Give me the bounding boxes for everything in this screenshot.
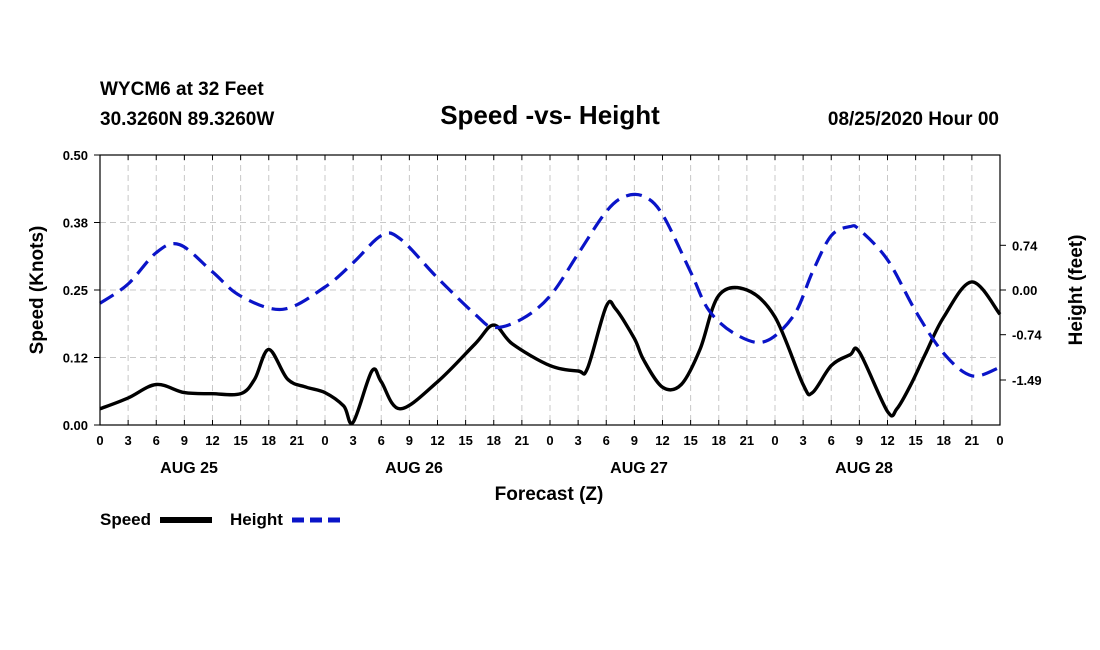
x-tick-label: 6 <box>153 433 160 448</box>
x-tick-label: 12 <box>430 433 444 448</box>
legend: Speed Height <box>100 510 342 529</box>
day-label: AUG 28 <box>835 460 893 477</box>
x-tick-label: 18 <box>262 433 276 448</box>
x-tick-label: 18 <box>937 433 951 448</box>
x-tick-label: 15 <box>908 433 922 448</box>
station-label: WYCM6 at 32 Feet <box>100 79 264 100</box>
x-tick-label: 15 <box>683 433 697 448</box>
y2-tick-label: 0.74 <box>1012 238 1038 253</box>
x-tick-label: 21 <box>515 433 529 448</box>
coords-label: 30.3260N 89.3260W <box>100 109 274 130</box>
x-tick-label: 6 <box>828 433 835 448</box>
x-tick-label: 15 <box>458 433 472 448</box>
legend-speed-label: Speed <box>100 510 151 529</box>
x-tick-label: 21 <box>740 433 754 448</box>
x-tick-label: 18 <box>712 433 726 448</box>
day-label: AUG 26 <box>385 460 443 477</box>
y-tick-label: 0.50 <box>63 148 88 163</box>
y2-tick-label: -1.49 <box>1012 373 1042 388</box>
height-series-line <box>99 192 1001 378</box>
y-tick-label: 0.38 <box>63 216 88 231</box>
x-tick-label: 21 <box>290 433 304 448</box>
x-tick-label: 12 <box>205 433 219 448</box>
x-tick-label: 9 <box>631 433 638 448</box>
chart-title: Speed -vs- Height <box>440 100 660 130</box>
day-label: AUG 25 <box>160 460 218 477</box>
day-label: AUG 27 <box>610 460 668 477</box>
x-tick-label: 3 <box>800 433 807 448</box>
x-tick-label: 21 <box>965 433 979 448</box>
y2-axis-title: Height (feet) <box>1066 235 1087 346</box>
x-tick-label: 6 <box>378 433 385 448</box>
x-tick-label: 12 <box>655 433 669 448</box>
y2-tick-label: 0.00 <box>1012 283 1037 298</box>
x-tick-label: 0 <box>546 433 553 448</box>
x-tick-label: 3 <box>350 433 357 448</box>
y-tick-label: 0.00 <box>63 418 88 433</box>
x-tick-label: 0 <box>996 433 1003 448</box>
x-tick-label: 12 <box>880 433 894 448</box>
x-tick-label: 18 <box>487 433 501 448</box>
x-tick-label: 9 <box>406 433 413 448</box>
x-tick-label: 0 <box>96 433 103 448</box>
y2-tick-label: -0.74 <box>1012 328 1042 343</box>
y-tick-label: 0.12 <box>63 351 88 366</box>
x-tick-label: 3 <box>125 433 132 448</box>
x-tick-label: 9 <box>856 433 863 448</box>
y-axis-title: Speed (Knots) <box>27 226 48 355</box>
x-tick-label: 0 <box>321 433 328 448</box>
x-tick-label: 15 <box>233 433 247 448</box>
x-tick-label: 3 <box>575 433 582 448</box>
x-axis-title: Forecast (Z) <box>495 484 604 505</box>
x-tick-label: 0 <box>771 433 778 448</box>
grid-lines <box>100 155 1000 425</box>
run-time-label: 08/25/2020 Hour 00 <box>828 109 999 130</box>
speed-series-line <box>99 280 1002 426</box>
y-tick-label: 0.25 <box>63 283 88 298</box>
series-layer <box>99 192 1002 426</box>
legend-height-label: Height <box>230 510 283 529</box>
plot-frame <box>99 154 1001 426</box>
axes: 0 3 6 9 12 15 18 21 0 3 6 9 12 15 18 21 0 3 6 9 12 15 18 21 0 3 6 9… <box>63 148 1043 477</box>
x-tick-label: 6 <box>603 433 610 448</box>
x-tick-label: 9 <box>181 433 188 448</box>
